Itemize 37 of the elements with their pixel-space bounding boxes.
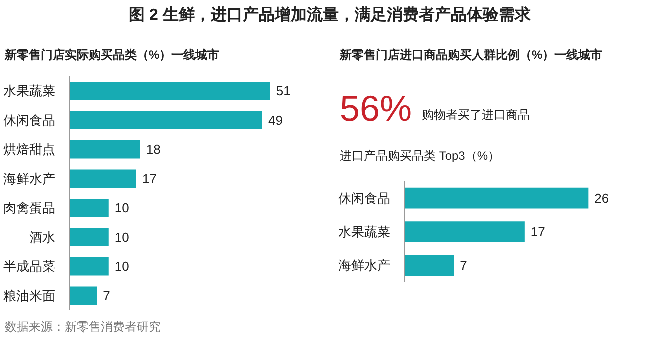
chart-subtitle: 进口产品购买品类 Top3（%）: [340, 148, 500, 166]
bar: [70, 111, 262, 130]
y-tick-label: 粮油米面: [4, 288, 56, 304]
bar: [70, 228, 109, 246]
y-tick-label: 半成品菜: [4, 259, 56, 274]
source-note: 数据来源：新零售消费者研究: [5, 319, 161, 336]
y-tick-label: 水果蔬菜: [338, 224, 390, 240]
y-tick-label: 海鲜水产: [4, 171, 56, 186]
data-label: 49: [268, 112, 283, 128]
bar: [70, 286, 98, 305]
data-label: 7: [460, 258, 468, 274]
data-label: 10: [114, 200, 130, 216]
text: 购物者买了进口商品: [422, 107, 530, 124]
data-label: 17: [142, 171, 157, 186]
data-label: 17: [530, 224, 546, 240]
bar: [70, 140, 140, 159]
data-label: 10: [114, 230, 130, 245]
text: 图 2 生鲜，进口产品增加流量，满足消费者产品体验需求: [129, 5, 531, 26]
chart-subtitle: 新零售门店实际购买品类（%）一线城市: [5, 47, 220, 64]
data-label: 7: [103, 288, 110, 304]
y-tick-label: 烘焙甜点: [4, 142, 56, 158]
chart-title: 新零售门店进口商品购买人群比例（%）一线城市: [340, 47, 603, 64]
data-label: 10: [114, 259, 130, 274]
bar: [70, 199, 109, 218]
data-label: 51: [276, 84, 291, 99]
y-tick-label: 酒水: [30, 230, 56, 245]
y-tick-label: 海鲜水产: [338, 258, 390, 274]
bar: [70, 82, 270, 100]
bar: [70, 258, 109, 276]
data-label: 18: [146, 142, 161, 158]
text: 56%: [340, 87, 412, 131]
bar: [70, 170, 136, 188]
y-tick-label: 休闲食品: [338, 191, 390, 206]
y-tick-label: 休闲食品: [4, 112, 56, 128]
y-tick-label: 肉禽蛋品: [4, 200, 56, 216]
data-label: 26: [594, 191, 610, 206]
y-tick-label: 水果蔬菜: [4, 84, 56, 99]
